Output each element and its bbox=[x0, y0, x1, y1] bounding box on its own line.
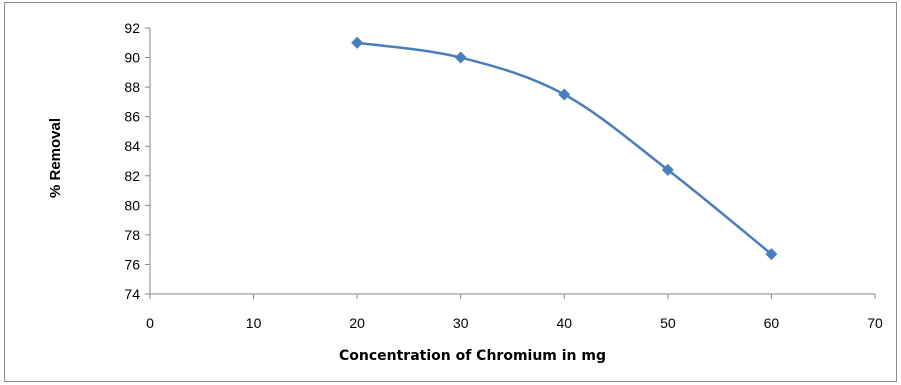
x-tick-label: 70 bbox=[867, 315, 883, 331]
x-tick-label: 20 bbox=[349, 315, 365, 331]
axes bbox=[149, 28, 875, 295]
y-tick-label: 86 bbox=[124, 109, 140, 125]
x-tick-label: 60 bbox=[764, 315, 780, 331]
y-tick-label: 76 bbox=[124, 256, 140, 272]
x-axis-title: Concentration of Chromium in mg bbox=[339, 348, 606, 364]
x-axis-ticks: 0 10 20 30 40 50 60 70 bbox=[146, 294, 883, 331]
x-tick-label: 30 bbox=[453, 315, 469, 331]
x-tick-label: 10 bbox=[246, 315, 262, 331]
x-tick-label: 40 bbox=[556, 315, 572, 331]
y-tick-label: 88 bbox=[124, 79, 140, 95]
data-point-marker bbox=[661, 163, 674, 176]
y-tick-label: 82 bbox=[124, 168, 140, 184]
series-layer bbox=[351, 36, 778, 261]
data-point-marker bbox=[454, 51, 467, 64]
y-tick-label: 84 bbox=[124, 138, 140, 154]
y-axis-ticks: 74 76 78 80 82 84 86 88 90 92 bbox=[124, 20, 150, 302]
x-tick-label: 50 bbox=[660, 315, 676, 331]
chart-frame bbox=[4, 2, 897, 382]
y-tick-label: 78 bbox=[124, 227, 140, 243]
data-point-marker bbox=[351, 36, 364, 49]
y-axis-title: % Removal bbox=[47, 118, 64, 198]
series-line bbox=[356, 41, 773, 256]
data-point-marker bbox=[558, 88, 571, 101]
data-point-marker bbox=[765, 248, 778, 261]
x-tick-label: 0 bbox=[146, 315, 154, 331]
y-tick-label: 74 bbox=[124, 286, 140, 302]
y-tick-label: 90 bbox=[124, 50, 140, 66]
y-tick-label: 80 bbox=[124, 197, 140, 213]
y-tick-label: 92 bbox=[124, 20, 140, 36]
